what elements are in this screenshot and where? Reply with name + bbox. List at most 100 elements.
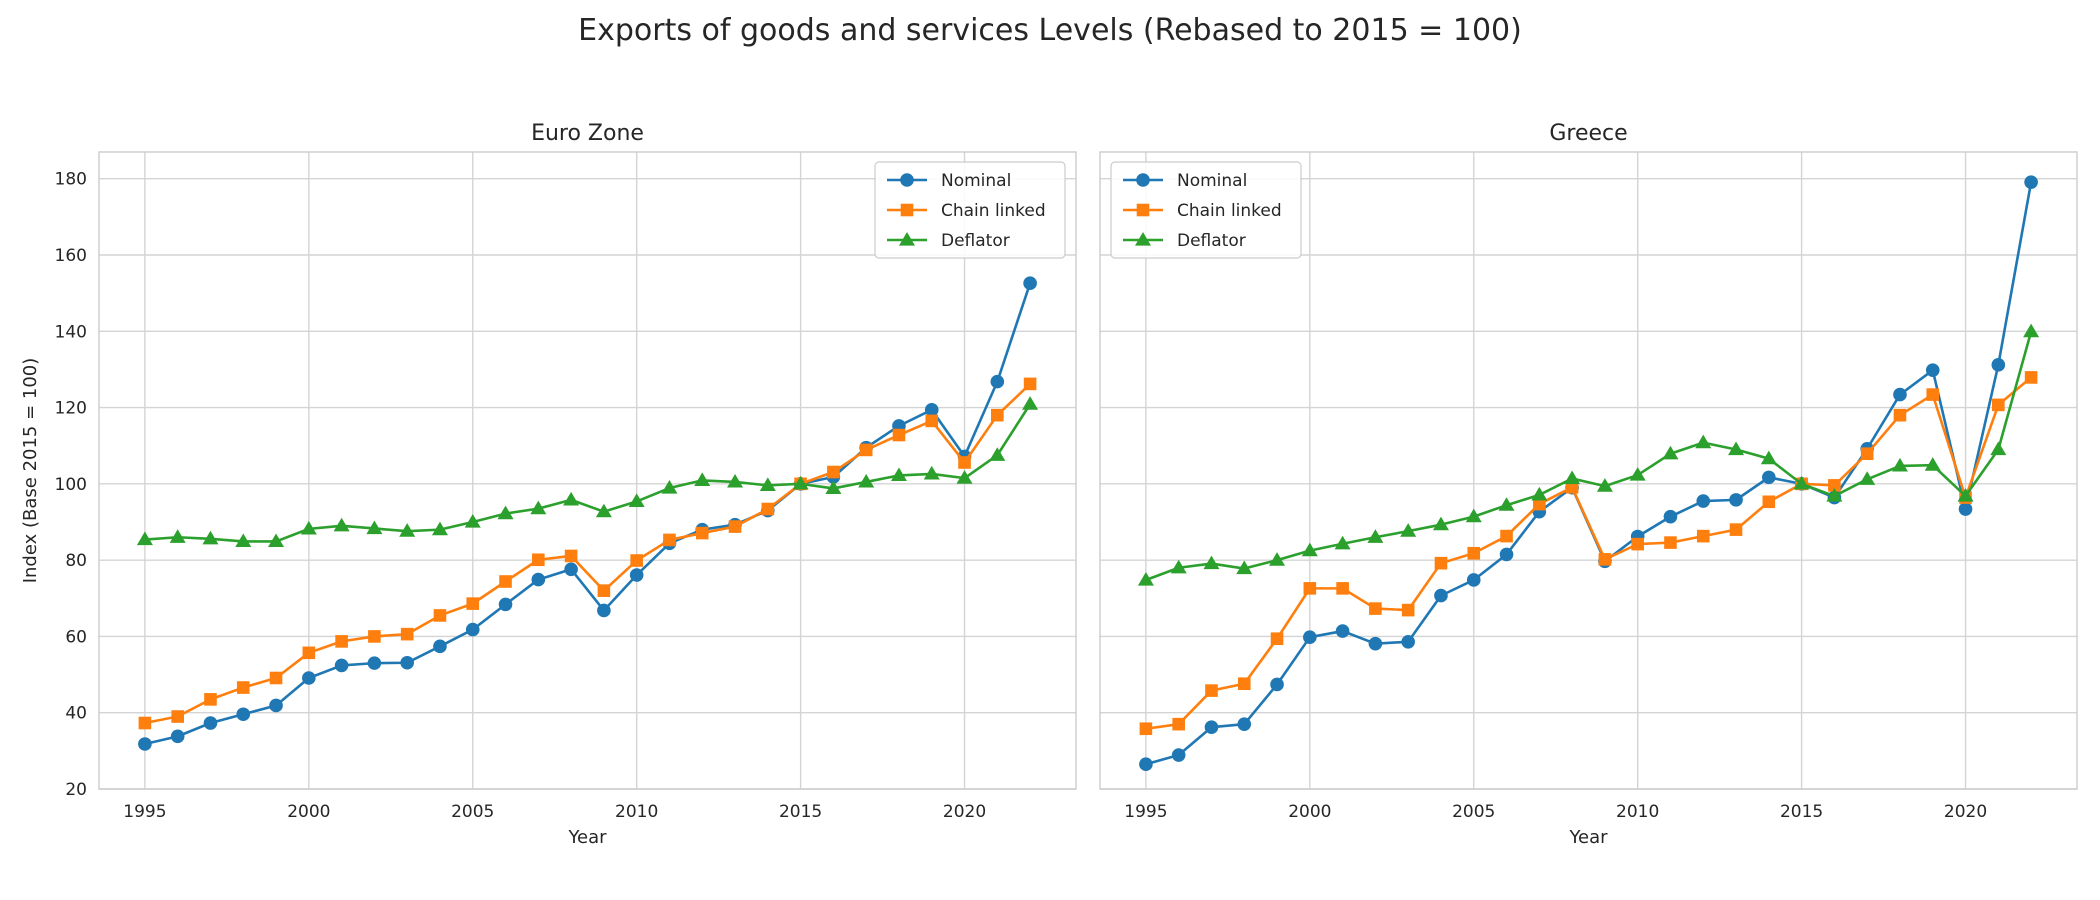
data-point-nominal xyxy=(269,698,283,713)
data-point-nominal xyxy=(1762,470,1776,485)
data-point-chain-linked xyxy=(597,584,611,597)
data-point-nominal xyxy=(1401,634,1415,649)
data-point-chain-linked xyxy=(1992,398,2005,412)
data-point-deflator xyxy=(1236,560,1253,575)
data-point-nominal xyxy=(400,655,414,670)
legend-marker xyxy=(1135,232,1151,246)
panel-title: Greece xyxy=(1549,121,1627,146)
data-point-deflator xyxy=(759,477,776,491)
data-point-deflator xyxy=(1531,486,1548,501)
data-point-chain-linked xyxy=(1336,582,1349,595)
data-point-chain-linked xyxy=(1023,377,1037,391)
data-point-chain-linked xyxy=(2024,371,2038,384)
data-point-deflator xyxy=(1596,478,1613,492)
y-tick-label: 60 xyxy=(65,627,87,647)
data-point-chain-linked xyxy=(368,630,381,643)
data-point-deflator xyxy=(1793,475,1810,490)
data-point-deflator xyxy=(890,467,907,482)
data-point-nominal xyxy=(1729,493,1743,507)
x-tick-label: 2020 xyxy=(1944,802,1987,822)
data-point-deflator xyxy=(694,472,711,487)
data-point-nominal xyxy=(2024,175,2038,189)
series-deflator xyxy=(136,396,1039,548)
series-line-deflator xyxy=(144,403,1032,543)
data-point-nominal xyxy=(433,639,447,654)
data-point-deflator xyxy=(1629,467,1646,481)
data-point-chain-linked xyxy=(1270,632,1284,646)
x-tick-label: 2005 xyxy=(1452,802,1495,822)
y-tick-label: 120 xyxy=(55,399,87,419)
data-point-deflator xyxy=(923,465,940,480)
data-point-chain-linked xyxy=(859,443,873,457)
data-point-deflator xyxy=(399,523,416,537)
data-point-deflator xyxy=(1432,516,1449,531)
panel-title: Euro Zone xyxy=(531,121,644,146)
x-axis-label: Year xyxy=(567,827,607,848)
data-point-chain-linked xyxy=(1205,684,1218,697)
data-point-nominal xyxy=(1335,624,1350,638)
legend-marker xyxy=(1136,203,1150,217)
data-point-deflator xyxy=(366,520,383,535)
data-point-chain-linked xyxy=(991,408,1004,422)
data-point-deflator xyxy=(1826,488,1843,502)
data-point-chain-linked xyxy=(761,502,775,516)
legend-box xyxy=(1110,161,1302,259)
series-line-deflator xyxy=(1145,331,2033,582)
x-tick-label: 2000 xyxy=(287,802,330,822)
data-point-nominal xyxy=(1925,363,1940,377)
data-point-chain-linked xyxy=(1926,388,1940,401)
data-point-deflator xyxy=(858,473,875,488)
data-point-nominal xyxy=(498,597,513,612)
data-point-chain-linked xyxy=(1139,722,1153,736)
data-point-chain-linked xyxy=(204,693,217,706)
x-tick-label: 2010 xyxy=(615,802,658,822)
data-point-deflator xyxy=(1334,535,1351,550)
data-point-chain-linked xyxy=(958,456,971,469)
data-point-deflator xyxy=(1301,542,1318,557)
legend-label: Chain linked xyxy=(941,201,1046,221)
data-point-deflator xyxy=(1990,441,2007,456)
data-point-deflator xyxy=(333,517,350,532)
data-point-chain-linked xyxy=(1172,717,1185,731)
data-point-deflator xyxy=(1695,434,1712,449)
data-point-deflator xyxy=(1564,470,1581,485)
legend-box xyxy=(874,161,1066,259)
data-point-nominal xyxy=(236,707,251,722)
data-point-deflator xyxy=(825,480,842,495)
data-point-nominal xyxy=(1023,276,1037,291)
data-point-chain-linked xyxy=(1860,447,1874,461)
data-point-nominal xyxy=(1958,502,1973,516)
data-point-chain-linked xyxy=(695,526,709,540)
data-point-chain-linked xyxy=(925,414,939,428)
data-point-nominal xyxy=(1696,494,1711,508)
data-point-deflator xyxy=(628,493,645,507)
data-point-deflator xyxy=(1269,552,1286,566)
data-point-deflator xyxy=(989,447,1006,461)
x-tick-label: 2010 xyxy=(1616,802,1659,822)
data-point-deflator xyxy=(431,521,448,536)
data-point-chain-linked xyxy=(1237,677,1251,691)
series-nominal xyxy=(1139,175,2038,772)
data-point-deflator xyxy=(563,491,580,506)
plot-frame xyxy=(98,151,1077,790)
data-point-deflator xyxy=(497,505,514,520)
data-point-deflator xyxy=(1924,457,1941,471)
data-point-nominal xyxy=(531,572,546,587)
data-point-chain-linked xyxy=(1631,537,1644,551)
data-point-chain-linked xyxy=(269,671,283,685)
legend-label: Deflator xyxy=(941,231,1010,251)
data-point-chain-linked xyxy=(532,553,545,567)
data-point-deflator xyxy=(1465,508,1482,523)
data-point-nominal xyxy=(597,603,611,618)
x-tick-label: 1995 xyxy=(123,802,166,822)
data-point-deflator xyxy=(202,530,219,545)
data-point-chain-linked xyxy=(171,710,184,723)
legend-label: Chain linked xyxy=(1177,201,1282,221)
series-line-chain-linked xyxy=(144,382,1031,725)
data-point-nominal xyxy=(1139,757,1153,772)
data-point-chain-linked xyxy=(302,646,316,660)
data-point-nominal xyxy=(203,716,218,730)
y-axis-label: Index (Base 2015 = 100) xyxy=(20,358,41,584)
data-point-nominal xyxy=(334,658,349,673)
